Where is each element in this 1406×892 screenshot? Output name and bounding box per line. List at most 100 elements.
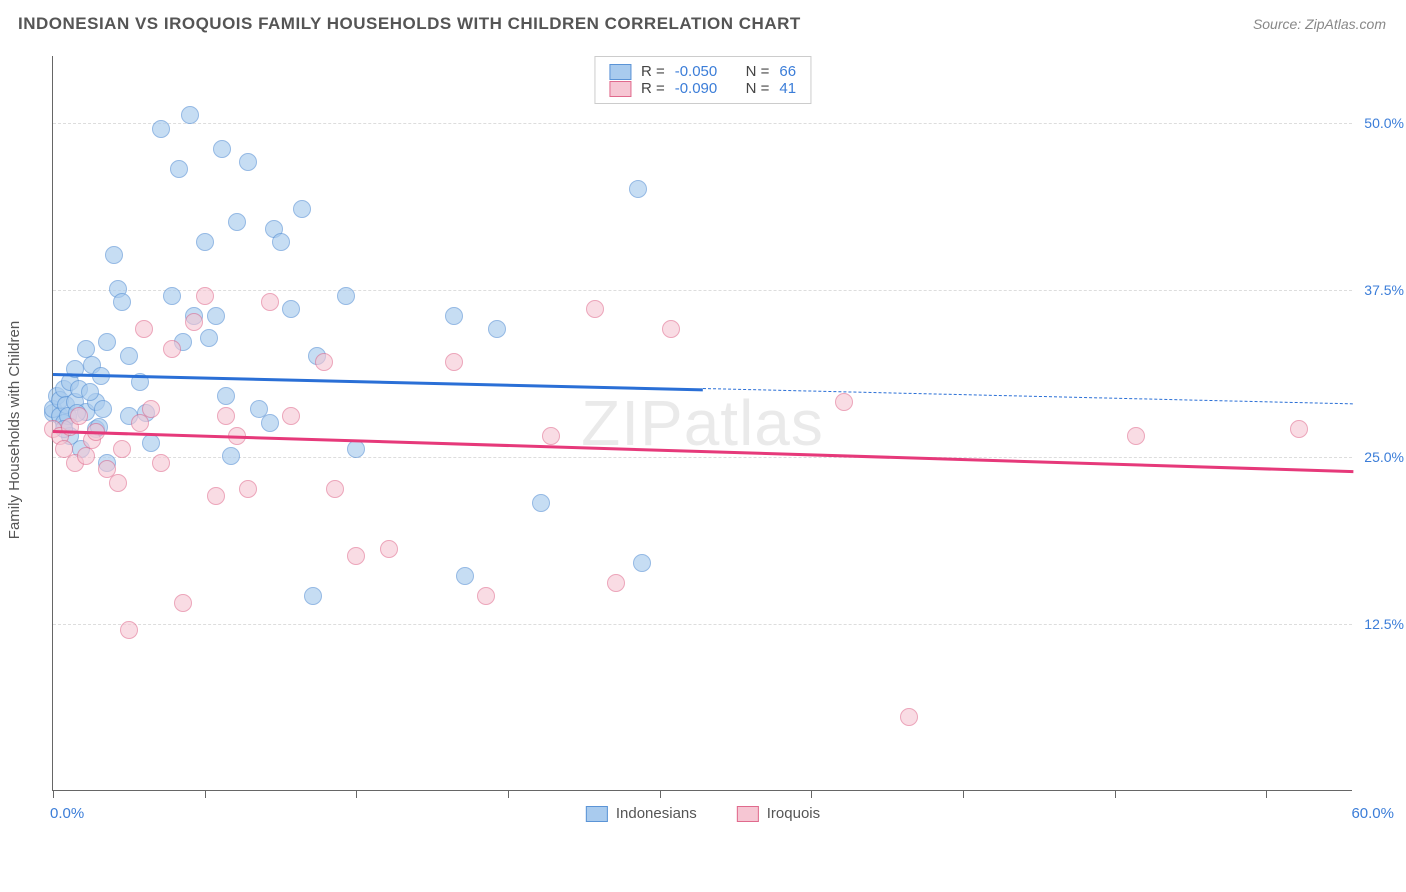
data-point [207,487,225,505]
series-legend: Indonesians Iroquois [586,805,820,822]
data-point [488,320,506,338]
data-point [196,233,214,251]
data-point [239,153,257,171]
x-tick [1115,790,1116,798]
y-tick-label: 25.0% [1356,449,1404,465]
data-point [272,233,290,251]
data-point [261,293,279,311]
y-tick-label: 12.5% [1356,616,1404,632]
data-point [174,594,192,612]
y-tick-label: 50.0% [1356,115,1404,131]
gridline [53,123,1352,124]
legend-r-label: R = [641,80,665,97]
x-tick [508,790,509,798]
data-point [217,387,235,405]
data-point [380,540,398,558]
legend-n-value: 41 [779,80,796,97]
data-point [142,434,160,452]
data-point [120,621,138,639]
x-tick [205,790,206,798]
scatter-plot-area: ZIPatlas R =-0.050 N =66R =-0.090 N =41 … [52,56,1352,791]
data-point [1127,427,1145,445]
data-point [347,440,365,458]
data-point [445,353,463,371]
data-point [70,407,88,425]
data-point [109,474,127,492]
chart-title: INDONESIAN VS IROQUOIS FAMILY HOUSEHOLDS… [18,14,801,34]
data-point [228,213,246,231]
data-point [181,106,199,124]
x-tick [1266,790,1267,798]
data-point [217,407,235,425]
data-point [170,160,188,178]
correlation-legend: R = -0.050 N = 66 R = -0.090 N = 41 [594,56,811,104]
data-point [293,200,311,218]
data-point [113,293,131,311]
series-name: Indonesians [616,805,697,822]
legend-swatch [609,81,631,97]
data-point [81,383,99,401]
gridline [53,457,1352,458]
data-point [586,300,604,318]
data-point [98,333,116,351]
series-name: Iroquois [767,805,820,822]
chart-header: INDONESIAN VS IROQUOIS FAMILY HOUSEHOLDS… [18,14,1386,34]
data-point [633,554,651,572]
data-point [207,307,225,325]
y-axis-label: Family Households with Children [6,321,23,539]
data-point [213,140,231,158]
data-point [105,246,123,264]
data-point [477,587,495,605]
data-point [152,120,170,138]
data-point [239,480,257,498]
legend-swatch [737,806,759,822]
legend-swatch [586,806,608,822]
data-point [152,454,170,472]
data-point [445,307,463,325]
legend-swatch [609,64,631,80]
data-point [282,300,300,318]
data-point [662,320,680,338]
legend-r-value: -0.090 [675,80,718,97]
gridline [53,624,1352,625]
data-point [282,407,300,425]
data-point [261,414,279,432]
series-legend-item: Indonesians [586,805,697,822]
legend-n-value: 66 [779,63,796,80]
x-tick [963,790,964,798]
x-tick [811,790,812,798]
data-point [222,447,240,465]
data-point [542,427,560,445]
data-point [77,447,95,465]
data-point [315,353,333,371]
x-axis-max-label: 60.0% [1351,805,1394,822]
trend-line [53,373,703,391]
data-point [607,574,625,592]
data-point [900,708,918,726]
data-point [142,400,160,418]
data-point [196,287,214,305]
y-tick-label: 37.5% [1356,282,1404,298]
data-point [200,329,218,347]
legend-row: R = -0.090 N = 41 [609,80,796,97]
x-tick [53,790,54,798]
gridline [53,290,1352,291]
data-point [120,347,138,365]
legend-r-value: -0.050 [675,63,718,80]
legend-n-label: N = [746,80,770,97]
data-point [163,340,181,358]
data-point [185,313,203,331]
x-tick [356,790,357,798]
data-point [304,587,322,605]
legend-row: R = -0.050 N = 66 [609,63,796,80]
data-point [629,180,647,198]
data-point [326,480,344,498]
source-attribution: Source: ZipAtlas.com [1253,16,1386,32]
data-point [532,494,550,512]
data-point [835,393,853,411]
data-point [1290,420,1308,438]
legend-n-label: N = [746,63,770,80]
legend-r-label: R = [641,63,665,80]
x-axis-min-label: 0.0% [50,805,84,822]
data-point [337,287,355,305]
